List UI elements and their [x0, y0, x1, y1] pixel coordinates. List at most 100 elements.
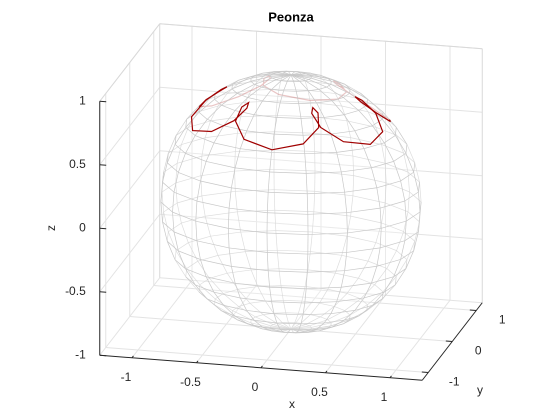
sphere-wire: [223, 125, 247, 132]
y-tick: [469, 309, 477, 311]
sphere-wire: [176, 144, 182, 164]
sphere-wire: [200, 259, 232, 267]
sphere-wire: [273, 117, 278, 135]
sphere-wire: [312, 231, 347, 237]
sphere-wire: [343, 310, 356, 321]
sphere-wire: [210, 236, 219, 256]
sphere-wire: [319, 289, 329, 304]
sphere-wire: [272, 74, 292, 79]
sphere-wire: [234, 315, 255, 321]
sphere-wire: [344, 252, 348, 271]
sphere-wire: [374, 284, 384, 293]
sphere-wire: [250, 76, 271, 82]
sphere-wire: [161, 191, 164, 213]
sphere-wire: [346, 247, 381, 253]
sphere-wire: [206, 104, 222, 120]
sphere-wire: [307, 90, 311, 103]
sphere-wire: [166, 153, 169, 163]
sphere-wire: [372, 291, 385, 306]
sphere-wire: [168, 144, 182, 154]
sphere-wire: [305, 286, 328, 290]
sphere-wire: [407, 171, 420, 183]
sphere-wire: [238, 74, 256, 81]
x-tick: [196, 360, 199, 364]
sphere-wire: [213, 291, 241, 299]
sphere-wire: [363, 148, 372, 168]
sphere-wire: [311, 325, 331, 330]
sphere-wire: [237, 211, 242, 233]
sphere-wire: [163, 153, 169, 173]
sphere-wire: [174, 250, 177, 260]
sphere-wire: [300, 314, 311, 324]
sphere-wire: [198, 111, 208, 120]
sphere-wire: [276, 322, 302, 325]
trajectory: [190, 86, 384, 151]
sphere-wire: [263, 72, 277, 74]
sphere-wire: [381, 291, 384, 299]
sphere-wire: [160, 202, 163, 222]
sphere-wire: [306, 171, 342, 174]
sphere-wire: [210, 105, 219, 122]
sphere-wire: [274, 149, 315, 152]
sphere-wire: [346, 293, 361, 300]
sphere-wire: [272, 322, 277, 325]
sphere-wire: [269, 152, 272, 172]
sphere-wire: [221, 310, 238, 321]
sphere-wire: [178, 153, 186, 173]
sphere-wire: [384, 135, 396, 144]
sphere-wire: [320, 316, 328, 320]
sphere-wire: [209, 93, 228, 100]
sphere-wire: [167, 162, 179, 173]
sphere-wire: [379, 228, 382, 248]
sphere-wire: [178, 250, 201, 260]
sphere-wire: [239, 130, 248, 149]
sphere-wire: [384, 162, 409, 173]
sphere-wire: [257, 79, 281, 82]
sphere-wire: [330, 301, 337, 314]
sphere-wire: [199, 278, 210, 286]
y-axis-label: y: [477, 383, 483, 397]
sphere-wire: [162, 221, 175, 233]
sphere-wire: [319, 302, 335, 307]
sphere-wire: [262, 326, 272, 332]
sphere-wire: [318, 89, 333, 102]
sphere-wire: [279, 328, 284, 333]
sphere-wire: [275, 100, 278, 116]
sphere-wire: [232, 310, 252, 321]
sphere-wire: [278, 268, 308, 271]
sphere-wire: [358, 104, 368, 111]
sphere-wire: [163, 162, 178, 173]
sphere-wire: [200, 170, 235, 177]
grid-line: [99, 150, 161, 229]
sphere-wire: [271, 152, 305, 155]
x-tick-label: -1: [121, 370, 132, 384]
sphere-wire: [234, 148, 241, 168]
sphere-wire: [310, 314, 321, 318]
sphere-wire: [194, 284, 208, 300]
sphere-wire: [186, 268, 201, 285]
sphere-wire: [173, 172, 179, 193]
sphere-wire: [273, 131, 276, 150]
sphere-wire: [197, 255, 219, 262]
sphere-wire: [238, 306, 256, 318]
sphere-wire: [304, 301, 337, 304]
sphere-wire: [350, 137, 354, 157]
sphere-wire: [277, 249, 311, 252]
sphere-wire: [336, 152, 342, 173]
sphere-wire: [288, 71, 292, 76]
sphere-wire: [271, 80, 282, 90]
sphere-wire: [383, 276, 395, 293]
sphere-wire: [268, 270, 308, 273]
sphere-wire: [174, 259, 187, 277]
sphere-wire: [304, 80, 309, 91]
sphere-wire: [274, 209, 314, 213]
sphere-wire: [281, 322, 292, 330]
y-tick-label: 1: [499, 313, 506, 327]
sphere-wire: [261, 79, 277, 88]
sphere-wire: [305, 316, 321, 325]
x-tick-label: 0: [252, 380, 259, 394]
sphere-wire: [405, 153, 415, 173]
sphere-wire: [344, 187, 377, 193]
sphere-wire: [350, 137, 382, 145]
